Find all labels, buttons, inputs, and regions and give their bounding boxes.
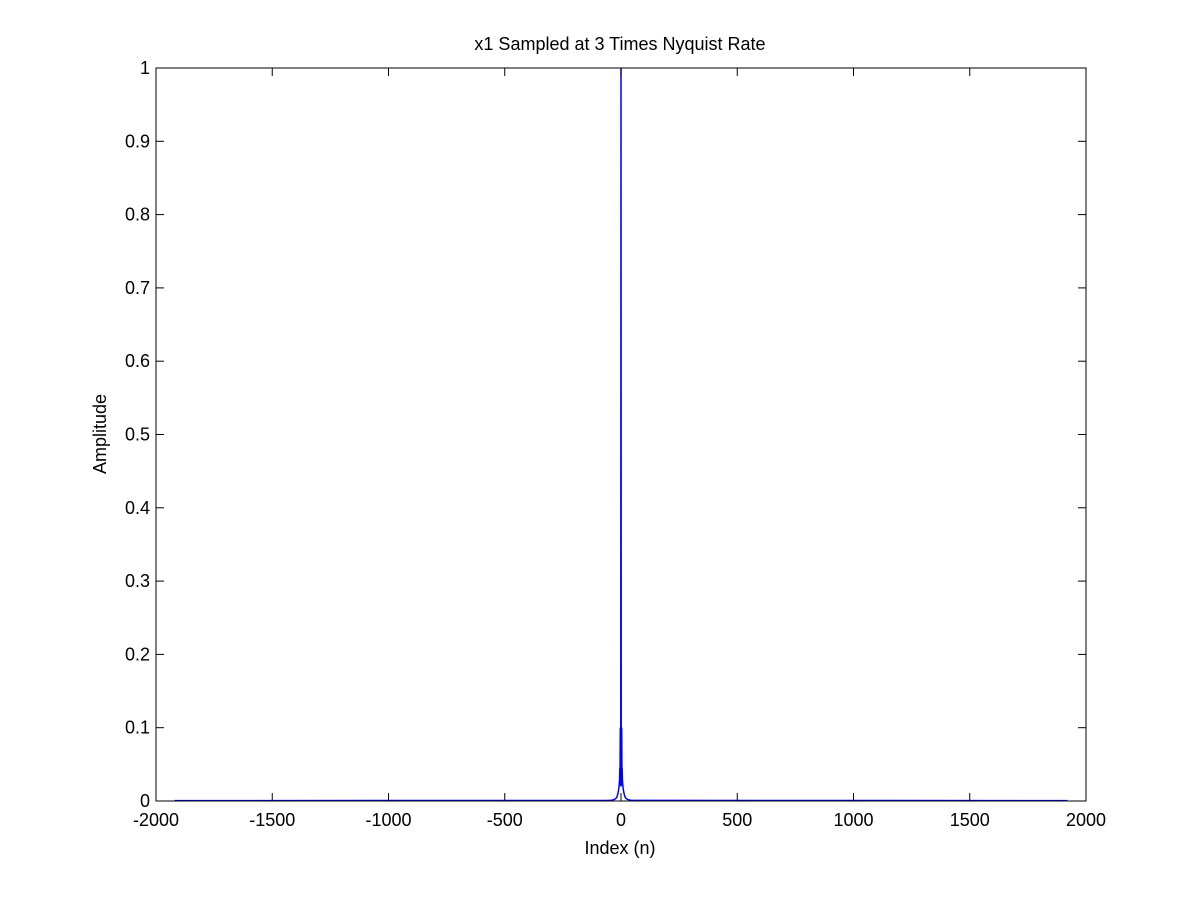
x-tick-label: -1500 — [249, 810, 295, 830]
x-tick-label: 0 — [616, 810, 626, 830]
x-tick-label: 1000 — [833, 810, 873, 830]
y-tick-label: 0.5 — [125, 425, 150, 445]
plot-area — [155, 67, 1087, 802]
y-tick-label: 0.1 — [125, 718, 150, 738]
x-tick-label: 2000 — [1066, 810, 1106, 830]
chart-title: x1 Sampled at 3 Times Nyquist Rate — [474, 34, 765, 54]
x-axis: -2000 -1500 -1000 -500 0 500 1000 1500 2000 — [133, 68, 1106, 830]
y-tick-label: 1 — [140, 58, 150, 78]
x-tick-label: -2000 — [133, 810, 179, 830]
y-tick-label: 0.3 — [125, 571, 150, 591]
y-tick-label: 0 — [140, 791, 150, 811]
y-tick-label: 0.4 — [125, 498, 150, 518]
y-tick-label: 0.6 — [125, 351, 150, 371]
x-tick-label: 1500 — [950, 810, 990, 830]
y-tick-label: 0.9 — [125, 131, 150, 151]
x-tick-label: -1000 — [365, 810, 411, 830]
y-tick-label: 0.8 — [125, 205, 150, 225]
y-axis-label: Amplitude — [90, 394, 110, 474]
y-tick-label: 0.2 — [125, 644, 150, 664]
x-tick-label: 500 — [722, 810, 752, 830]
y-axis: 0 0.1 0.2 0.3 0.4 0.5 0.6 0.7 0.8 0.9 1 — [125, 58, 1086, 811]
y-tick-label: 0.7 — [125, 278, 150, 298]
x-tick-label: -500 — [487, 810, 523, 830]
x-axis-label: Index (n) — [584, 838, 655, 858]
